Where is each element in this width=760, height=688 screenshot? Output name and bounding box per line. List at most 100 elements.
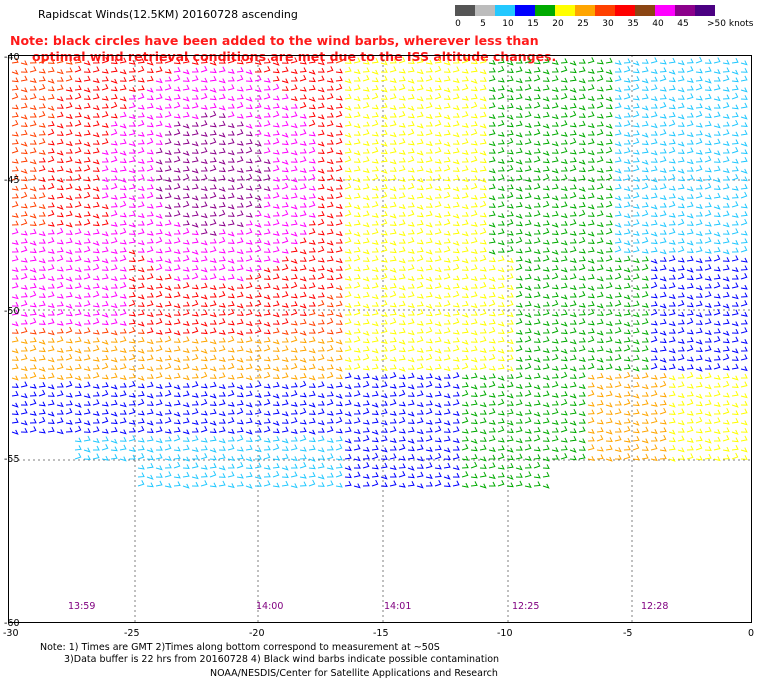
wind-barb	[632, 381, 640, 388]
wind-barb	[398, 285, 406, 291]
wind-barb	[596, 446, 604, 452]
wind-barb	[371, 247, 379, 253]
wind-barb	[452, 418, 460, 424]
wind-barb	[722, 311, 730, 317]
wind-barb	[11, 240, 19, 245]
wind-barb	[245, 96, 253, 102]
wind-barb	[488, 292, 496, 298]
wind-barb	[623, 344, 631, 352]
wind-barb	[605, 131, 613, 137]
wind-barb	[398, 157, 406, 163]
wind-barb	[578, 411, 586, 417]
wind-barb	[668, 96, 676, 102]
wind-barb	[182, 348, 190, 354]
wind-barb	[380, 87, 388, 93]
wind-barb	[92, 201, 100, 208]
wind-barb	[254, 311, 262, 317]
wind-barb	[218, 147, 226, 154]
colorbar-swatch	[535, 5, 555, 16]
wind-barb	[335, 110, 343, 118]
wind-barb	[192, 454, 199, 460]
wind-barb	[713, 320, 721, 326]
wind-barb	[407, 229, 415, 235]
wind-barb	[11, 193, 19, 199]
wind-barb	[623, 445, 631, 451]
wind-barb	[146, 482, 154, 488]
wind-barb	[173, 310, 181, 316]
wind-barb	[605, 111, 613, 118]
wind-barb	[659, 229, 667, 235]
wind-barb	[425, 346, 433, 352]
wind-barb	[164, 455, 172, 461]
wind-barb	[605, 294, 613, 299]
wind-barb	[731, 437, 739, 443]
wind-barb	[389, 221, 397, 226]
wind-barb	[641, 236, 649, 244]
wind-barb	[614, 87, 622, 93]
wind-barb	[326, 391, 334, 397]
wind-barb	[731, 363, 739, 370]
wind-barb	[345, 337, 352, 343]
wind-barb	[74, 301, 82, 307]
wind-barb	[722, 183, 730, 190]
wind-barb	[704, 283, 712, 289]
wind-barb	[362, 303, 370, 309]
wind-barb	[128, 311, 136, 317]
wind-barb	[560, 213, 568, 219]
wind-barb	[479, 69, 487, 75]
wind-barb	[38, 389, 46, 397]
wind-barb	[416, 390, 424, 397]
wind-barb	[425, 462, 433, 469]
wind-barb	[155, 159, 163, 165]
wind-barb	[605, 309, 613, 316]
wind-barb	[614, 373, 622, 379]
wind-barb	[119, 185, 127, 191]
wind-barb	[200, 383, 208, 389]
wind-barb	[434, 383, 442, 389]
wind-barb	[236, 365, 244, 371]
wind-barb	[281, 372, 289, 379]
wind-barb	[227, 390, 235, 397]
wind-barb	[713, 336, 721, 343]
wind-barb	[479, 123, 487, 129]
wind-barb	[398, 436, 406, 442]
wind-barb	[146, 75, 154, 82]
wind-barb	[101, 150, 109, 155]
wind-barb	[533, 264, 541, 271]
wind-barb	[497, 309, 505, 316]
wind-barb	[281, 66, 289, 73]
wind-barb	[461, 56, 469, 64]
wind-barb	[155, 85, 163, 91]
wind-barb	[677, 129, 685, 136]
wind-barb	[29, 337, 37, 343]
wind-barb	[236, 338, 244, 343]
wind-barb	[470, 345, 478, 352]
wind-barb	[497, 112, 505, 118]
wind-barb	[524, 123, 532, 128]
wind-barb	[614, 454, 622, 460]
wind-barb	[506, 68, 514, 73]
wind-barb	[344, 237, 352, 244]
wind-barb	[20, 75, 28, 82]
wind-barb	[389, 194, 397, 199]
wind-barb	[425, 326, 433, 334]
wind-barb	[677, 122, 685, 127]
wind-barb	[290, 258, 298, 264]
wind-barb	[515, 201, 523, 208]
wind-barb	[686, 453, 694, 460]
wind-barb	[615, 427, 622, 433]
wind-barb	[551, 354, 559, 361]
wind-barb	[119, 363, 127, 370]
wind-barb	[38, 103, 46, 109]
wind-barb	[65, 195, 73, 201]
wind-barb	[326, 437, 334, 443]
wind-barb	[623, 426, 631, 433]
wind-barb	[11, 69, 19, 75]
wind-barb	[138, 220, 145, 226]
wind-barb	[587, 239, 595, 244]
wind-barb	[380, 427, 388, 433]
wind-barb	[362, 195, 370, 201]
wind-barb	[515, 248, 523, 254]
wind-barb	[308, 402, 316, 408]
wind-barb	[731, 57, 739, 64]
